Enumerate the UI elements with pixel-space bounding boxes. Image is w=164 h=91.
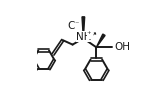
Text: ⁻: ⁻ xyxy=(75,19,79,28)
Polygon shape xyxy=(96,34,105,47)
Polygon shape xyxy=(82,17,85,38)
Text: Cl: Cl xyxy=(68,21,78,31)
Text: ⁺: ⁺ xyxy=(87,30,91,39)
Text: NH: NH xyxy=(76,32,92,41)
Text: OH: OH xyxy=(115,42,131,52)
